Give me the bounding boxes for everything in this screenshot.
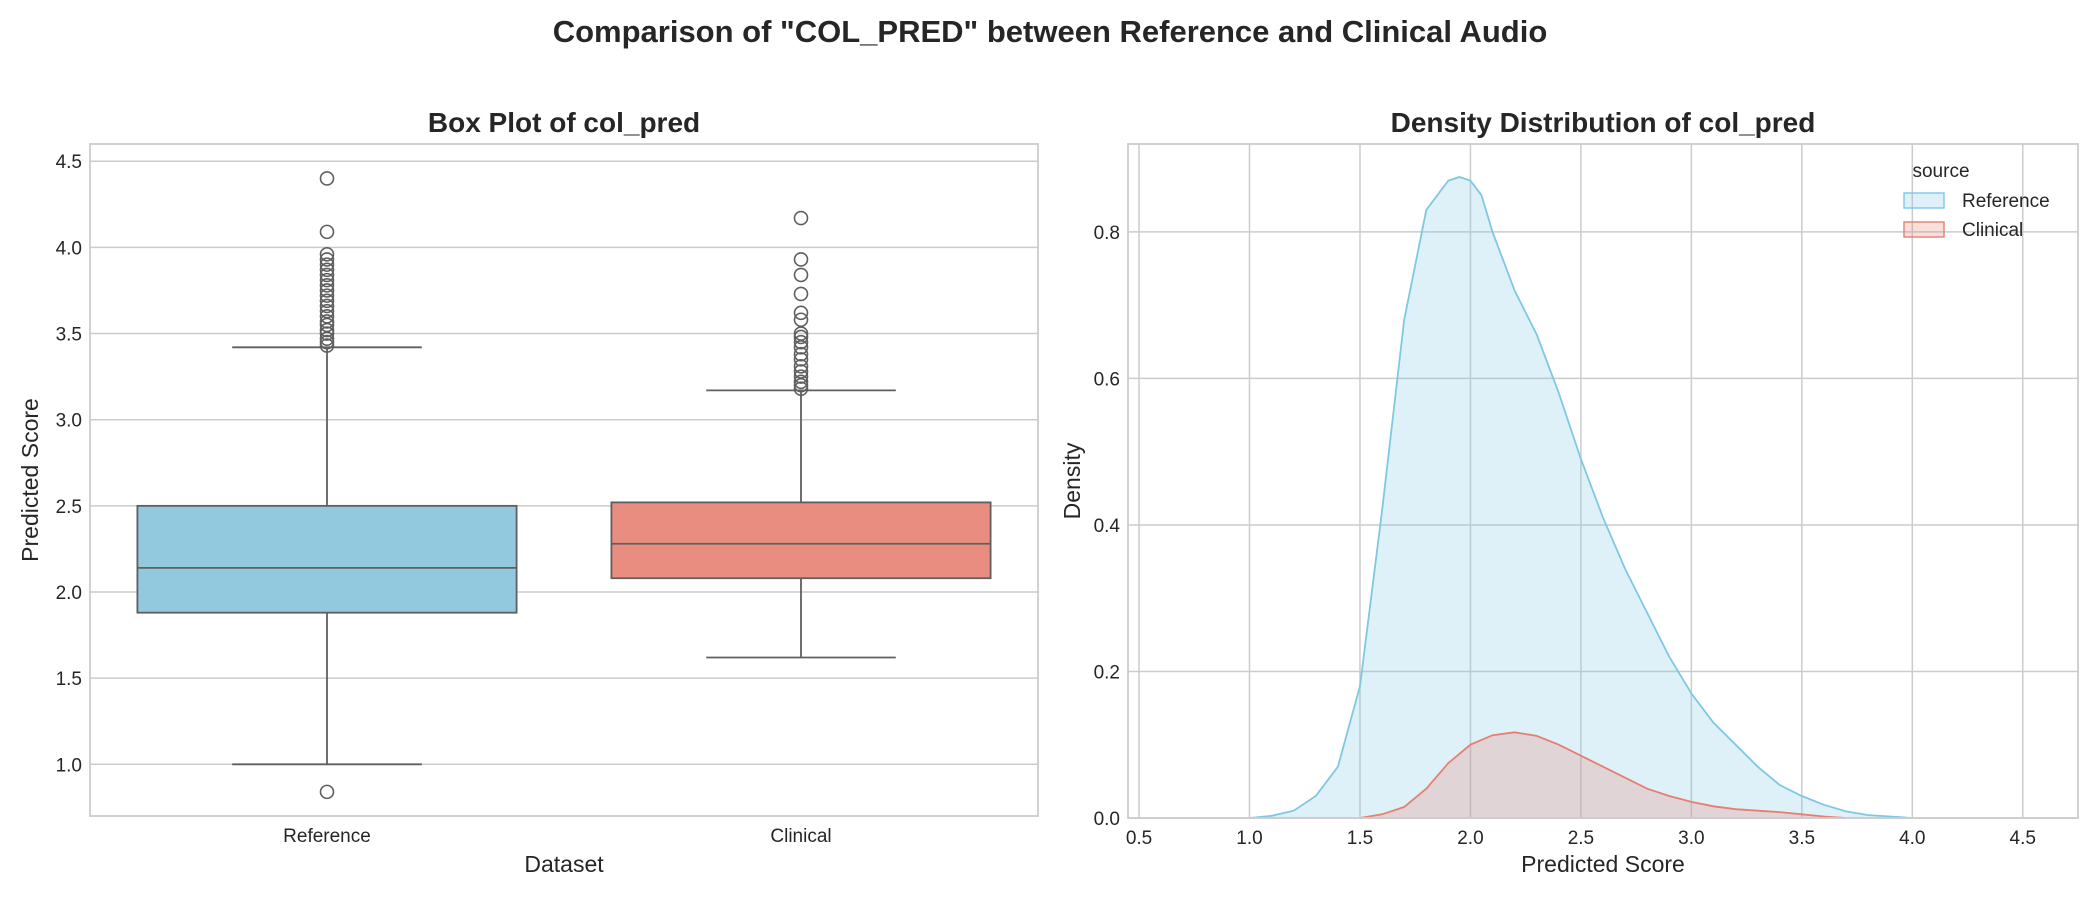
- y-tick-label: 0.8: [1094, 223, 1120, 244]
- legend-label: Reference: [1962, 191, 2050, 212]
- outlier-point: [793, 252, 809, 267]
- y-tick-label: 1.0: [56, 755, 82, 776]
- outlier-point: [319, 267, 335, 283]
- outlier-point: [319, 314, 335, 329]
- outlier-point: [319, 257, 335, 272]
- outlier-point: [319, 252, 335, 267]
- density-area-clinical: [1360, 732, 1846, 818]
- x-tick-label: 1.0: [1236, 828, 1262, 849]
- outlier-point: [793, 305, 809, 321]
- outlier-point: [793, 329, 809, 345]
- x-tick-label: 0.5: [1126, 828, 1152, 849]
- density-area-reference: [1249, 177, 1913, 818]
- x-tick-label: 3.0: [1678, 828, 1704, 849]
- y-tick-label: 1.5: [56, 669, 82, 690]
- plot-frame: [89, 143, 1039, 817]
- y-tick-label: 0.4: [1094, 516, 1121, 537]
- outlier-point: [793, 334, 809, 350]
- x-tick-label: 1.5: [1347, 828, 1373, 849]
- outlier-point: [319, 326, 335, 341]
- outlier-point: [793, 381, 809, 396]
- density-line-clinical: [1359, 731, 1847, 819]
- outlier-point: [319, 303, 335, 319]
- box-iqr: [610, 501, 992, 580]
- legend-swatch-reference: [1903, 192, 1945, 209]
- y-tick-label: 2.0: [56, 583, 82, 604]
- outlier-point: [793, 374, 809, 390]
- x-tick-label: 2.5: [1568, 828, 1594, 849]
- outlier-point: [319, 246, 335, 262]
- outlier-point: [319, 338, 335, 353]
- figure-title: Comparison of "COL_PRED" between Referen…: [553, 14, 1548, 49]
- outlier-point: [319, 262, 335, 278]
- chart-title: Box Plot of col_pred: [428, 107, 700, 138]
- legend-swatch-clinical: [1903, 221, 1945, 238]
- density-line-reference: [1249, 176, 1913, 819]
- legend-title: source: [1912, 161, 1969, 182]
- outlier-point: [319, 293, 335, 309]
- outlier-point: [793, 267, 809, 283]
- outlier-point: [793, 286, 809, 302]
- x-tick-label: Reference: [283, 826, 371, 847]
- outlier-point: [319, 277, 335, 293]
- outlier-point: [319, 272, 335, 288]
- outlier-point: [793, 369, 809, 384]
- box-reference: [136, 171, 518, 800]
- outlier-point: [319, 171, 335, 186]
- outlier-point: [793, 352, 809, 367]
- y-tick-label: 4.5: [56, 152, 82, 173]
- x-tick-label: Clinical: [770, 826, 831, 847]
- y-tick-label: 0.6: [1094, 369, 1120, 390]
- x-axis-label: Dataset: [524, 851, 604, 877]
- box-plot-chart: 1.0 1.5 2.0 2.5 3.0 3.5 4.0 4.5 Reference Clinica…: [17, 107, 1039, 877]
- outlier-point: [319, 298, 335, 314]
- y-tick-label: 3.5: [56, 325, 82, 346]
- density-chart: 0.5 1.0 1.5 2.0 2.5 3.0 3.5 4.0 4.5 0.0 0.2 0.4 0.6 0…: [1059, 107, 2079, 877]
- outlier-point: [319, 334, 335, 350]
- y-tick-label: 2.5: [56, 497, 82, 518]
- y-tick-label: 0.2: [1094, 662, 1120, 683]
- outlier-point: [793, 358, 809, 374]
- y-tick-label: 4.0: [56, 238, 82, 259]
- outlier-point: [319, 784, 335, 800]
- y-axis-label: Density: [1059, 442, 1085, 519]
- y-tick-label: 3.0: [56, 411, 82, 432]
- legend-label: Clinical: [1962, 220, 2023, 241]
- x-tick-label: 2.0: [1457, 828, 1483, 849]
- chart-title: Density Distribution of col_pred: [1391, 107, 1816, 138]
- plot-frame: [1127, 143, 2079, 819]
- y-tick-label: 0.0: [1094, 809, 1120, 830]
- outlier-point: [319, 309, 335, 324]
- outlier-point: [793, 346, 809, 362]
- y-axis-label: Predicted Score: [17, 398, 43, 562]
- legend: source Reference Clinical: [1903, 161, 2050, 241]
- x-axis-label: Predicted Score: [1521, 851, 1685, 877]
- outlier-point: [793, 364, 809, 379]
- x-tick-label: 4.0: [1899, 828, 1925, 849]
- outlier-point: [793, 210, 809, 226]
- box-clinical: [610, 210, 992, 659]
- x-tick-label: 3.5: [1789, 828, 1815, 849]
- x-tick-label: 4.5: [2010, 828, 2036, 849]
- outlier-point: [319, 283, 335, 298]
- outlier-point: [319, 224, 335, 240]
- box-iqr: [136, 504, 518, 614]
- outlier-point: [319, 288, 335, 303]
- outlier-point: [793, 312, 809, 328]
